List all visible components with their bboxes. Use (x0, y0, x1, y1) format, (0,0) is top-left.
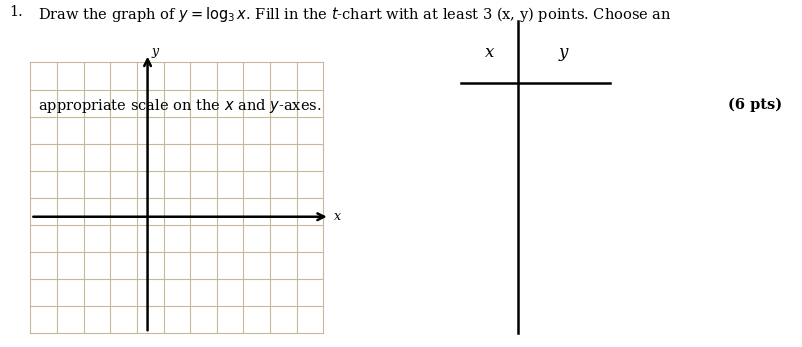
Text: x: x (484, 44, 494, 60)
Text: x: x (334, 210, 342, 223)
Text: y: y (152, 45, 159, 58)
Text: appropriate scale on the $x$ and $y$-axes.: appropriate scale on the $x$ and $y$-axe… (38, 97, 322, 115)
Text: 1.: 1. (10, 5, 23, 19)
Text: y: y (559, 44, 568, 60)
Text: Draw the graph of $y = \log_3 x$. Fill in the $t$-chart with at least 3 (x, y) p: Draw the graph of $y = \log_3 x$. Fill i… (38, 5, 672, 24)
Text: (6 pts): (6 pts) (728, 97, 782, 111)
